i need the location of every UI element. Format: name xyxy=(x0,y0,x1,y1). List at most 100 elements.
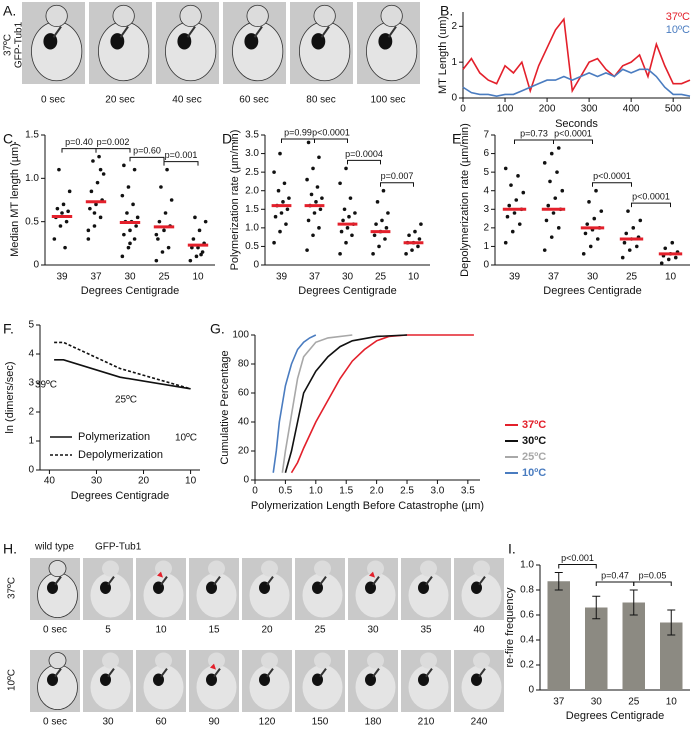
data-point xyxy=(197,228,202,233)
data-point xyxy=(510,229,515,234)
y-axis-label: ln (dimers/sec) xyxy=(4,361,16,433)
p-value: p=0.99 xyxy=(284,127,312,137)
x-tick-label: 3.0 xyxy=(430,486,444,497)
data-point xyxy=(505,214,510,219)
x-tick-label: 25 xyxy=(158,272,170,283)
x-tick-label: 400 xyxy=(623,104,640,115)
x-tick-label: 39 xyxy=(509,272,521,283)
data-point xyxy=(350,233,354,238)
data-point xyxy=(544,218,549,223)
microtubule xyxy=(266,668,274,678)
bud xyxy=(102,652,119,669)
p-value: p=0.60 xyxy=(133,146,161,156)
data-point xyxy=(66,209,70,214)
bracket xyxy=(514,139,554,144)
data-point xyxy=(353,211,357,215)
arrowhead xyxy=(369,571,375,578)
panel-letter: D. xyxy=(222,131,236,147)
bud xyxy=(261,652,278,669)
x-axis-label: Seconds xyxy=(555,118,598,130)
y-tick-label: 0.6 xyxy=(520,610,534,621)
data-point xyxy=(311,233,315,238)
x-tick-label: 37 xyxy=(553,697,565,708)
bracket xyxy=(314,138,348,143)
bud xyxy=(179,4,202,27)
data-point xyxy=(553,196,558,200)
data-point xyxy=(86,237,91,241)
data-point xyxy=(410,248,414,252)
bud xyxy=(155,560,172,577)
legend-label: 10ºC xyxy=(522,467,546,479)
y-tick-label: 0 xyxy=(451,93,457,104)
data-point xyxy=(135,215,140,220)
frame-label: 90 xyxy=(208,717,220,728)
data-point xyxy=(92,224,97,228)
y-axis-label: Median MT length (µm) xyxy=(9,143,21,257)
data-point xyxy=(156,237,160,241)
frame-label: 100 sec xyxy=(370,95,405,106)
bud xyxy=(314,652,331,669)
data-point xyxy=(670,240,675,245)
data-point xyxy=(282,181,287,186)
data-point xyxy=(95,180,100,185)
data-point xyxy=(514,198,519,202)
y-tick-label: 40 xyxy=(238,417,250,428)
data-point xyxy=(556,226,561,230)
cell xyxy=(143,664,184,710)
bud xyxy=(367,652,384,669)
data-point xyxy=(57,167,61,172)
y-axis-label: re-fire frequency xyxy=(504,587,516,668)
data-point xyxy=(348,196,353,200)
y-tick-label: 60 xyxy=(238,388,250,399)
x-tick-label: 10 xyxy=(192,272,204,283)
x-tick-label: 37 xyxy=(309,272,321,283)
cell xyxy=(461,664,502,710)
bar xyxy=(585,607,608,690)
x-tick-label: 0 xyxy=(252,486,258,497)
frame-label: 35 xyxy=(420,625,432,636)
cell xyxy=(408,572,449,618)
bud xyxy=(367,560,384,577)
data-point xyxy=(585,222,590,226)
data-point xyxy=(203,219,208,224)
data-point xyxy=(165,167,169,172)
y-tick-label: 0 xyxy=(33,260,39,271)
bud xyxy=(102,560,119,577)
bud xyxy=(420,560,437,577)
y-tick-label: 0 xyxy=(28,465,34,476)
microtubule xyxy=(372,576,380,586)
y-tick-label: 1 xyxy=(483,241,489,252)
x-tick-label: 25 xyxy=(375,272,387,283)
microtubule xyxy=(253,26,263,38)
p-value: p=0.40 xyxy=(65,137,93,147)
x-tick-label: 25 xyxy=(626,272,638,283)
y-tick-label: 2 xyxy=(28,407,34,418)
bud xyxy=(155,652,172,669)
p-value: p=0.001 xyxy=(165,150,198,160)
data-point xyxy=(638,218,643,223)
x-tick-label: 30 xyxy=(587,272,599,283)
legend-label: 10ºC xyxy=(666,24,690,36)
p-value: p<0.0001 xyxy=(632,192,670,202)
data-point xyxy=(516,174,520,178)
x-tick-label: 30 xyxy=(591,697,603,708)
data-point xyxy=(188,258,193,263)
data-point xyxy=(384,226,389,230)
x-tick-label: 40 xyxy=(44,476,56,487)
x-tick-label: 0 xyxy=(460,104,466,115)
x-tick-label: 100 xyxy=(497,104,514,115)
data-point xyxy=(344,240,348,245)
bar xyxy=(547,581,570,690)
data-point xyxy=(278,151,282,156)
data-point xyxy=(587,200,591,204)
data-point xyxy=(64,219,69,224)
data-point xyxy=(594,188,598,193)
cell xyxy=(355,664,396,710)
p-value: p<0.001 xyxy=(561,553,594,563)
data-point xyxy=(199,252,203,257)
data-point xyxy=(190,245,194,250)
series-line xyxy=(272,334,317,473)
data-point xyxy=(416,244,420,249)
data-point xyxy=(342,207,347,212)
p-value: p<0.0001 xyxy=(312,127,350,137)
